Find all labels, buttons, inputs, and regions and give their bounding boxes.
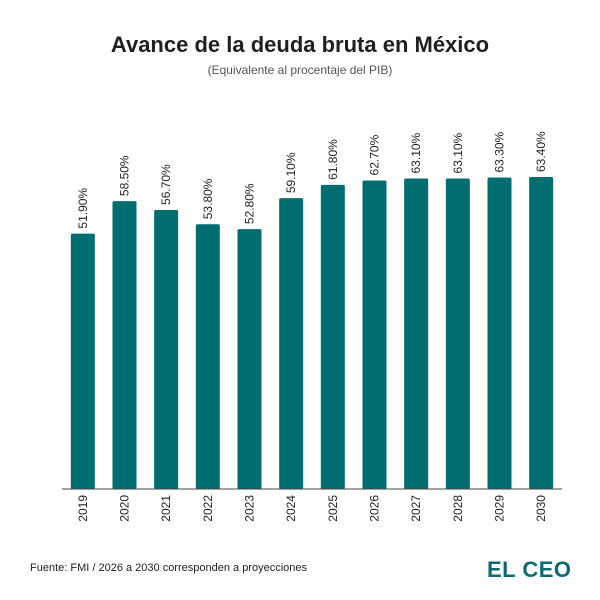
x-tick-2027: 2027 bbox=[409, 495, 423, 522]
bar-2021 bbox=[154, 209, 179, 489]
x-tick-2028: 2028 bbox=[451, 495, 465, 522]
bars-group bbox=[70, 177, 554, 490]
bar-2020 bbox=[112, 201, 137, 490]
value-label-2028: 63.10% bbox=[451, 132, 465, 173]
x-tick-2020: 2020 bbox=[118, 495, 132, 522]
source-note: Fuente: FMI / 2026 a 2030 corresponden a… bbox=[30, 562, 308, 574]
value-label-2022: 53.80% bbox=[201, 178, 215, 219]
value-labels-group: 51.90% 58.50% 56.70% 53.80% 52.80% 59.10% 61.8… bbox=[76, 131, 548, 229]
x-tick-2029: 2029 bbox=[493, 495, 507, 522]
el-ceo-logo: EL CEO bbox=[487, 557, 572, 582]
bar-2023 bbox=[237, 229, 262, 489]
x-tick-2022: 2022 bbox=[201, 495, 215, 522]
bar-2025 bbox=[320, 184, 345, 489]
x-tick-2026: 2026 bbox=[368, 495, 382, 522]
bar-2028 bbox=[445, 178, 470, 490]
value-label-2019: 51.90% bbox=[76, 188, 90, 229]
bar-2024 bbox=[279, 198, 304, 489]
x-tick-2023: 2023 bbox=[243, 495, 257, 522]
bar-2029 bbox=[487, 177, 512, 490]
x-tick-2019: 2019 bbox=[76, 495, 90, 522]
value-label-2024: 59.10% bbox=[284, 152, 298, 193]
bar-2019 bbox=[70, 233, 95, 489]
value-label-2026: 62.70% bbox=[368, 134, 382, 175]
x-tick-2021: 2021 bbox=[159, 495, 173, 522]
value-label-2021: 56.70% bbox=[159, 164, 173, 205]
x-tick-labels-group: 2019 2020 2021 2022 2023 2024 2025 2026 2027 2028… bbox=[76, 495, 548, 522]
bar-2022 bbox=[195, 224, 220, 490]
value-label-2023: 52.80% bbox=[243, 183, 257, 224]
bar-2030 bbox=[529, 177, 554, 489]
chart-subtitle: (Equivalente al procentaje del PIB) bbox=[207, 63, 393, 77]
x-tick-2025: 2025 bbox=[326, 495, 340, 522]
bar-2027 bbox=[404, 178, 429, 490]
chart-title: Avance de la deuda bruta en México bbox=[110, 32, 490, 57]
x-tick-2024: 2024 bbox=[284, 495, 298, 522]
x-tick-2030: 2030 bbox=[534, 495, 548, 522]
value-label-2029: 63.30% bbox=[493, 131, 507, 172]
value-label-2020: 58.50% bbox=[118, 155, 132, 196]
value-label-2027: 63.10% bbox=[409, 132, 423, 173]
value-label-2030: 63.40% bbox=[534, 131, 548, 172]
bar-2026 bbox=[362, 180, 387, 489]
value-label-2025: 61.80% bbox=[326, 139, 340, 180]
